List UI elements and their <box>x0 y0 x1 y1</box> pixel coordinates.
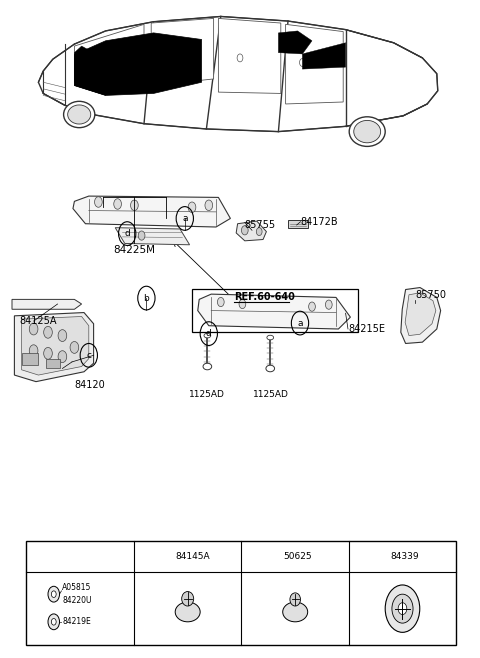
Text: 50625: 50625 <box>283 552 312 561</box>
Text: d: d <box>124 229 130 238</box>
Text: 84172B: 84172B <box>300 217 338 228</box>
Text: 84220U: 84220U <box>62 596 92 605</box>
Circle shape <box>44 347 52 359</box>
Circle shape <box>114 199 121 209</box>
Text: 84215E: 84215E <box>348 324 385 334</box>
Text: 84145A: 84145A <box>176 552 210 561</box>
Circle shape <box>29 345 38 357</box>
Ellipse shape <box>290 593 300 606</box>
Polygon shape <box>74 24 144 82</box>
Polygon shape <box>38 16 438 132</box>
Bar <box>46 359 60 368</box>
Ellipse shape <box>203 363 212 370</box>
Ellipse shape <box>68 105 91 124</box>
Text: b: b <box>163 552 169 561</box>
Text: c: c <box>271 552 276 561</box>
Text: 84125A: 84125A <box>19 316 57 326</box>
Ellipse shape <box>283 602 308 622</box>
Polygon shape <box>74 33 202 95</box>
Circle shape <box>70 342 79 353</box>
Polygon shape <box>22 316 89 375</box>
Circle shape <box>325 300 332 309</box>
Ellipse shape <box>63 101 95 128</box>
Bar <box>288 220 308 228</box>
Polygon shape <box>12 299 82 309</box>
Text: a: a <box>297 318 303 328</box>
Text: a: a <box>182 214 188 223</box>
Text: 84120: 84120 <box>74 380 105 390</box>
Text: b: b <box>144 293 149 303</box>
Polygon shape <box>401 288 441 343</box>
Ellipse shape <box>349 117 385 147</box>
Circle shape <box>51 591 56 597</box>
Circle shape <box>241 226 248 235</box>
Text: REF.60-640: REF.60-640 <box>234 291 295 302</box>
Circle shape <box>58 351 67 363</box>
Circle shape <box>256 228 262 236</box>
Polygon shape <box>115 228 190 245</box>
Ellipse shape <box>204 333 211 338</box>
Text: 1125AD: 1125AD <box>253 390 289 399</box>
Polygon shape <box>151 18 214 86</box>
Circle shape <box>48 614 60 630</box>
Text: a: a <box>56 552 61 561</box>
Circle shape <box>44 326 52 338</box>
Polygon shape <box>278 31 312 54</box>
Circle shape <box>131 200 138 211</box>
Polygon shape <box>198 294 350 329</box>
Circle shape <box>217 297 224 307</box>
Ellipse shape <box>175 602 200 622</box>
Bar <box>26 541 456 645</box>
Polygon shape <box>14 313 94 382</box>
Circle shape <box>385 585 420 632</box>
Ellipse shape <box>266 365 275 372</box>
Ellipse shape <box>354 120 381 143</box>
Circle shape <box>51 619 56 625</box>
Circle shape <box>48 586 60 602</box>
Text: d: d <box>378 552 384 561</box>
Circle shape <box>309 302 315 311</box>
Text: 84219E: 84219E <box>62 617 91 626</box>
Ellipse shape <box>181 592 194 606</box>
Circle shape <box>398 603 407 615</box>
Polygon shape <box>74 46 106 95</box>
Ellipse shape <box>267 336 274 340</box>
Circle shape <box>95 197 102 207</box>
Text: 1125AD: 1125AD <box>189 390 224 399</box>
Circle shape <box>205 200 213 211</box>
Polygon shape <box>73 196 230 227</box>
Polygon shape <box>286 24 343 104</box>
Circle shape <box>58 330 67 342</box>
Text: 84339: 84339 <box>391 552 419 561</box>
Text: c: c <box>86 351 91 360</box>
Text: A05815: A05815 <box>62 583 92 592</box>
Circle shape <box>239 299 246 309</box>
Bar <box>22 353 38 365</box>
Text: 85755: 85755 <box>245 220 276 230</box>
Circle shape <box>29 323 38 335</box>
Circle shape <box>392 594 413 623</box>
Text: 84225M: 84225M <box>113 245 156 255</box>
Circle shape <box>188 202 196 213</box>
Polygon shape <box>302 43 346 69</box>
Polygon shape <box>236 221 266 241</box>
Polygon shape <box>405 293 436 336</box>
Polygon shape <box>218 18 281 93</box>
Circle shape <box>138 231 145 240</box>
Text: d: d <box>206 329 212 338</box>
Text: 85750: 85750 <box>415 290 446 300</box>
